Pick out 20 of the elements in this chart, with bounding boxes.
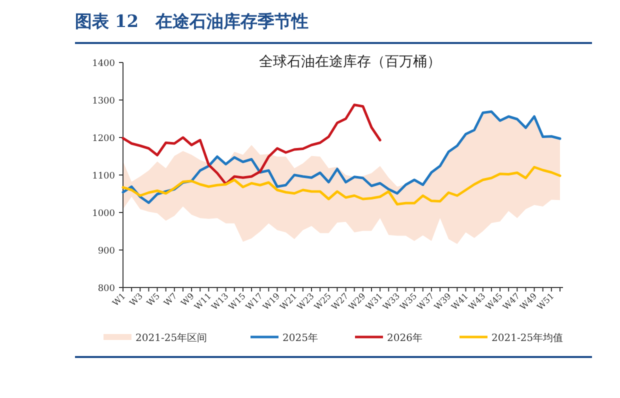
y-tick-label: 800 (98, 284, 116, 294)
y-tick-label: 900 (98, 246, 116, 256)
legend-label: 2021-25年均值 (492, 332, 564, 344)
x-tick-label: W1 (111, 292, 128, 309)
y-tick-label: 1000 (92, 209, 116, 219)
y-tick-label: 1100 (92, 172, 116, 182)
legend-label: 2025年 (282, 332, 318, 344)
x-tick-label: W5 (145, 292, 162, 309)
line-series (122, 104, 382, 186)
line-series (122, 166, 562, 206)
y-tick-label: 1400 (92, 59, 116, 69)
legend-label: 2026年 (387, 332, 422, 344)
line-series (122, 110, 562, 204)
chart-title: 图表 12 在途石油库存季节性 (75, 12, 309, 32)
y-tick-label: 1300 (92, 96, 116, 106)
x-tick-label: W3 (128, 292, 146, 309)
y-tick-label: 1200 (92, 134, 116, 144)
text: 2021-25年区间 (136, 332, 208, 344)
chart-subtitle: 全球石油在途库存（百万桶） (259, 54, 441, 70)
x-tick-label: W7 (162, 292, 180, 309)
